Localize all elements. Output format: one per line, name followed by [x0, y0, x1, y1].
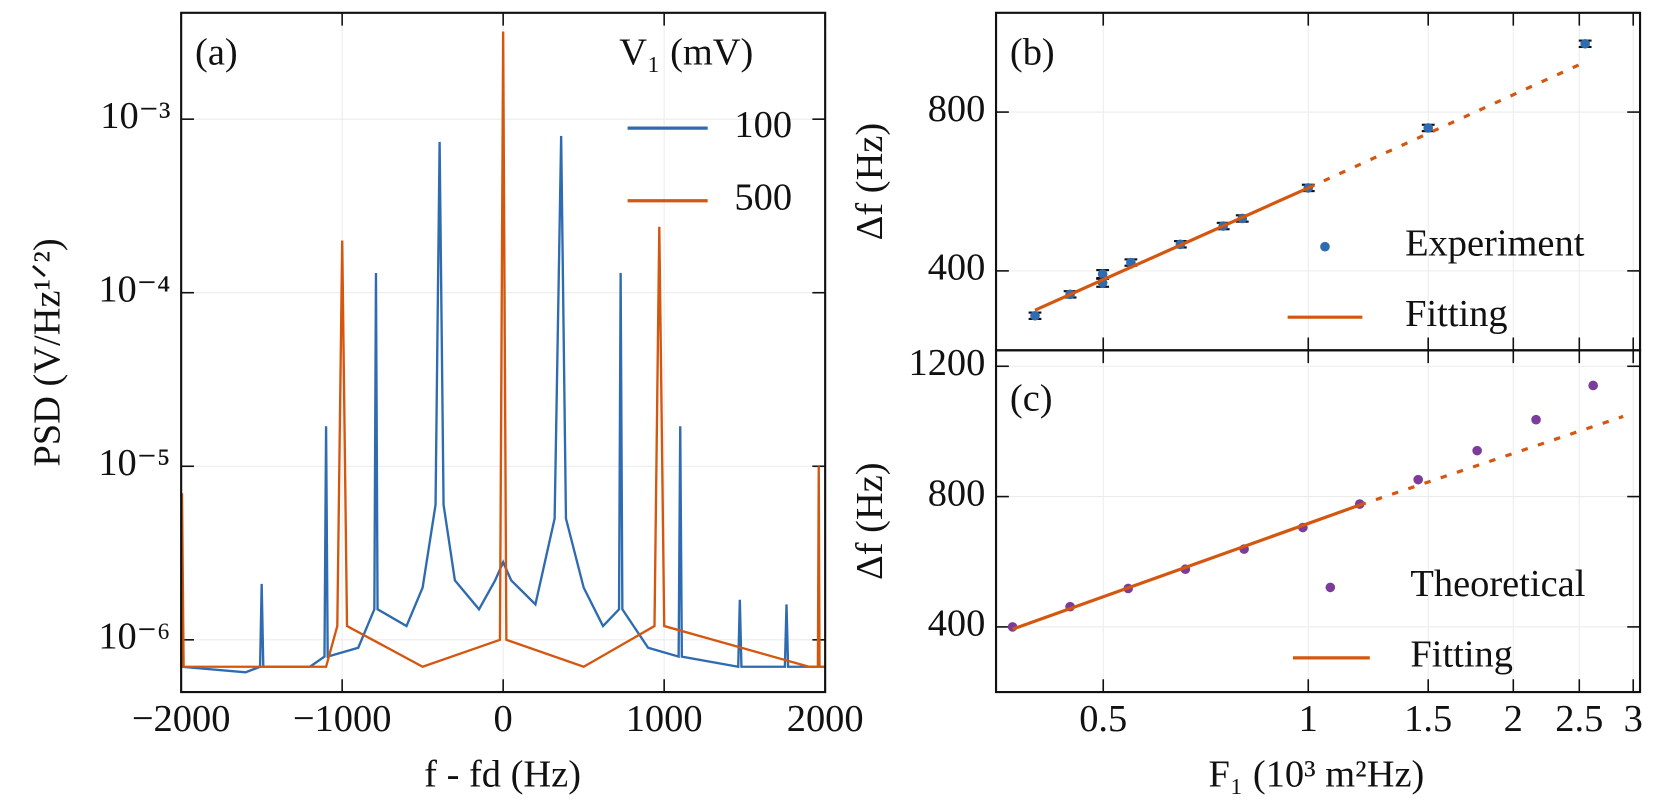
x-tick-label: 0.5 [1079, 698, 1127, 740]
axes-frame [994, 11, 1642, 352]
panel-label: (a) [195, 31, 238, 73]
y-axis-label: Δf (Hz) [849, 462, 891, 580]
fit-line [1359, 414, 1624, 507]
panel-label: (b) [1010, 31, 1055, 73]
data-point [1588, 380, 1598, 391]
data-point [1030, 310, 1040, 321]
x-tick-label: 2.5 [1555, 698, 1603, 740]
x-tick-label: 3 [1624, 698, 1643, 740]
legend-title: V₁ (mV) [619, 31, 753, 73]
legend-label: Fitting [1410, 634, 1513, 676]
y-axis-label: Δf (Hz) [849, 123, 891, 241]
fit-line [1307, 60, 1586, 190]
data-point [1423, 123, 1434, 133]
y-tick-label: 800 [928, 472, 986, 514]
axes-frame [994, 349, 1642, 694]
x-axis-label: f - fd (Hz) [424, 753, 581, 795]
y-tick-label: 800 [928, 88, 986, 130]
x-tick-label: −2000 [132, 698, 231, 740]
y-axis-label: PSD (V/Hz¹ᐟ²) [27, 238, 69, 466]
y-tick-label: 400 [928, 247, 986, 289]
x-tick-label: 1000 [626, 698, 703, 740]
x-axis-label: F₁ (10³ m²Hz) [1209, 753, 1425, 795]
y-tick-label: 10⁻³ [100, 95, 170, 137]
x-tick-label: 1.5 [1404, 698, 1452, 740]
panel-label: (c) [1010, 377, 1053, 419]
y-tick-label: 10⁻⁶ [98, 616, 170, 658]
data-point [1580, 38, 1590, 49]
spectrum-line [181, 135, 826, 674]
y-tick-label: 10⁻⁴ [98, 269, 170, 311]
legend-label: Fitting [1405, 293, 1508, 335]
legend-label: Experiment [1405, 223, 1585, 265]
axes-frame [180, 11, 827, 694]
data-point [1097, 269, 1108, 279]
legend-label: 100 [734, 104, 792, 146]
y-tick-label: 1200 [908, 342, 985, 384]
legend-marker [1325, 582, 1336, 593]
y-tick-label: 400 [928, 603, 986, 645]
data-point [1531, 414, 1541, 425]
legend-marker [1320, 241, 1330, 252]
legend-label: 500 [734, 177, 792, 219]
data-point [1472, 445, 1482, 456]
fit-line [1012, 503, 1361, 631]
x-tick-label: 2 [1504, 698, 1523, 740]
spectrum-line [179, 31, 826, 669]
x-tick-label: 0 [494, 698, 513, 740]
x-tick-label: 2000 [787, 698, 864, 740]
fit-line [1034, 186, 1309, 312]
legend-label: Theoretical [1410, 563, 1585, 605]
y-tick-label: 10⁻⁵ [98, 442, 170, 484]
x-tick-label: 1 [1299, 698, 1318, 740]
x-tick-label: −1000 [293, 698, 392, 740]
data-point [1413, 474, 1423, 485]
